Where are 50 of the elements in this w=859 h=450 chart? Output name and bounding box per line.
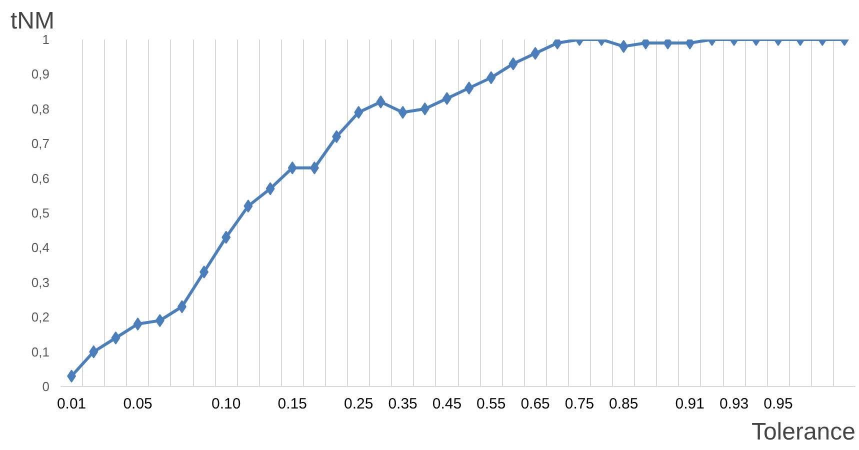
x-tick-label: 0.10 <box>212 396 241 412</box>
x-tick-label: 0.75 <box>564 396 594 412</box>
point <box>310 161 319 174</box>
x-tick-label: 0.55 <box>476 396 506 412</box>
x-tick-label: 0.01 <box>56 396 86 412</box>
y-tick-label: 0,4 <box>31 240 50 256</box>
point <box>177 300 186 314</box>
point <box>111 331 120 344</box>
point <box>486 71 496 84</box>
point <box>200 265 209 278</box>
point <box>530 46 540 60</box>
point <box>332 130 342 144</box>
y-tick-label: 0,8 <box>31 101 50 116</box>
y-tick-label: 0,6 <box>31 170 50 186</box>
y-tick-label: 0,1 <box>31 344 50 360</box>
y-tick-label: 0,5 <box>31 206 50 220</box>
point <box>619 40 628 53</box>
point <box>288 161 297 174</box>
point <box>376 95 386 108</box>
x-tick-label: 0.85 <box>609 396 638 412</box>
y-tick-label: 1 <box>42 32 50 47</box>
y-tick-label: 0,2 <box>31 310 50 325</box>
point <box>133 318 142 331</box>
point <box>67 370 76 383</box>
y-tick-label: 0,3 <box>31 274 50 290</box>
point <box>244 200 253 213</box>
point <box>354 106 364 119</box>
point <box>266 182 275 196</box>
x-tick-label: 0.95 <box>764 396 793 412</box>
x-tick-label: 0.93 <box>719 396 749 412</box>
y-axis-title: tNM <box>10 8 54 34</box>
x-axis-title: Tolerance <box>751 418 856 446</box>
x-tick-label: 0.15 <box>278 396 307 412</box>
point <box>155 314 164 328</box>
x-tick-label: 0.05 <box>123 396 152 412</box>
point <box>508 57 518 70</box>
x-tick-label: 0.25 <box>344 396 374 412</box>
point <box>89 345 98 358</box>
x-tick-label: 0.45 <box>432 396 462 412</box>
point <box>464 82 474 95</box>
x-tick-label: 0.65 <box>520 396 550 412</box>
x-tick-label: 0.35 <box>388 396 418 412</box>
y-tick-label: 0 <box>42 379 50 394</box>
point <box>398 106 408 119</box>
point <box>222 230 231 244</box>
point <box>420 102 430 116</box>
point <box>442 92 452 105</box>
y-tick-label: 0,7 <box>31 136 50 152</box>
y-tick-label: 0,9 <box>31 66 50 82</box>
x-tick-label: 0.91 <box>675 396 704 412</box>
